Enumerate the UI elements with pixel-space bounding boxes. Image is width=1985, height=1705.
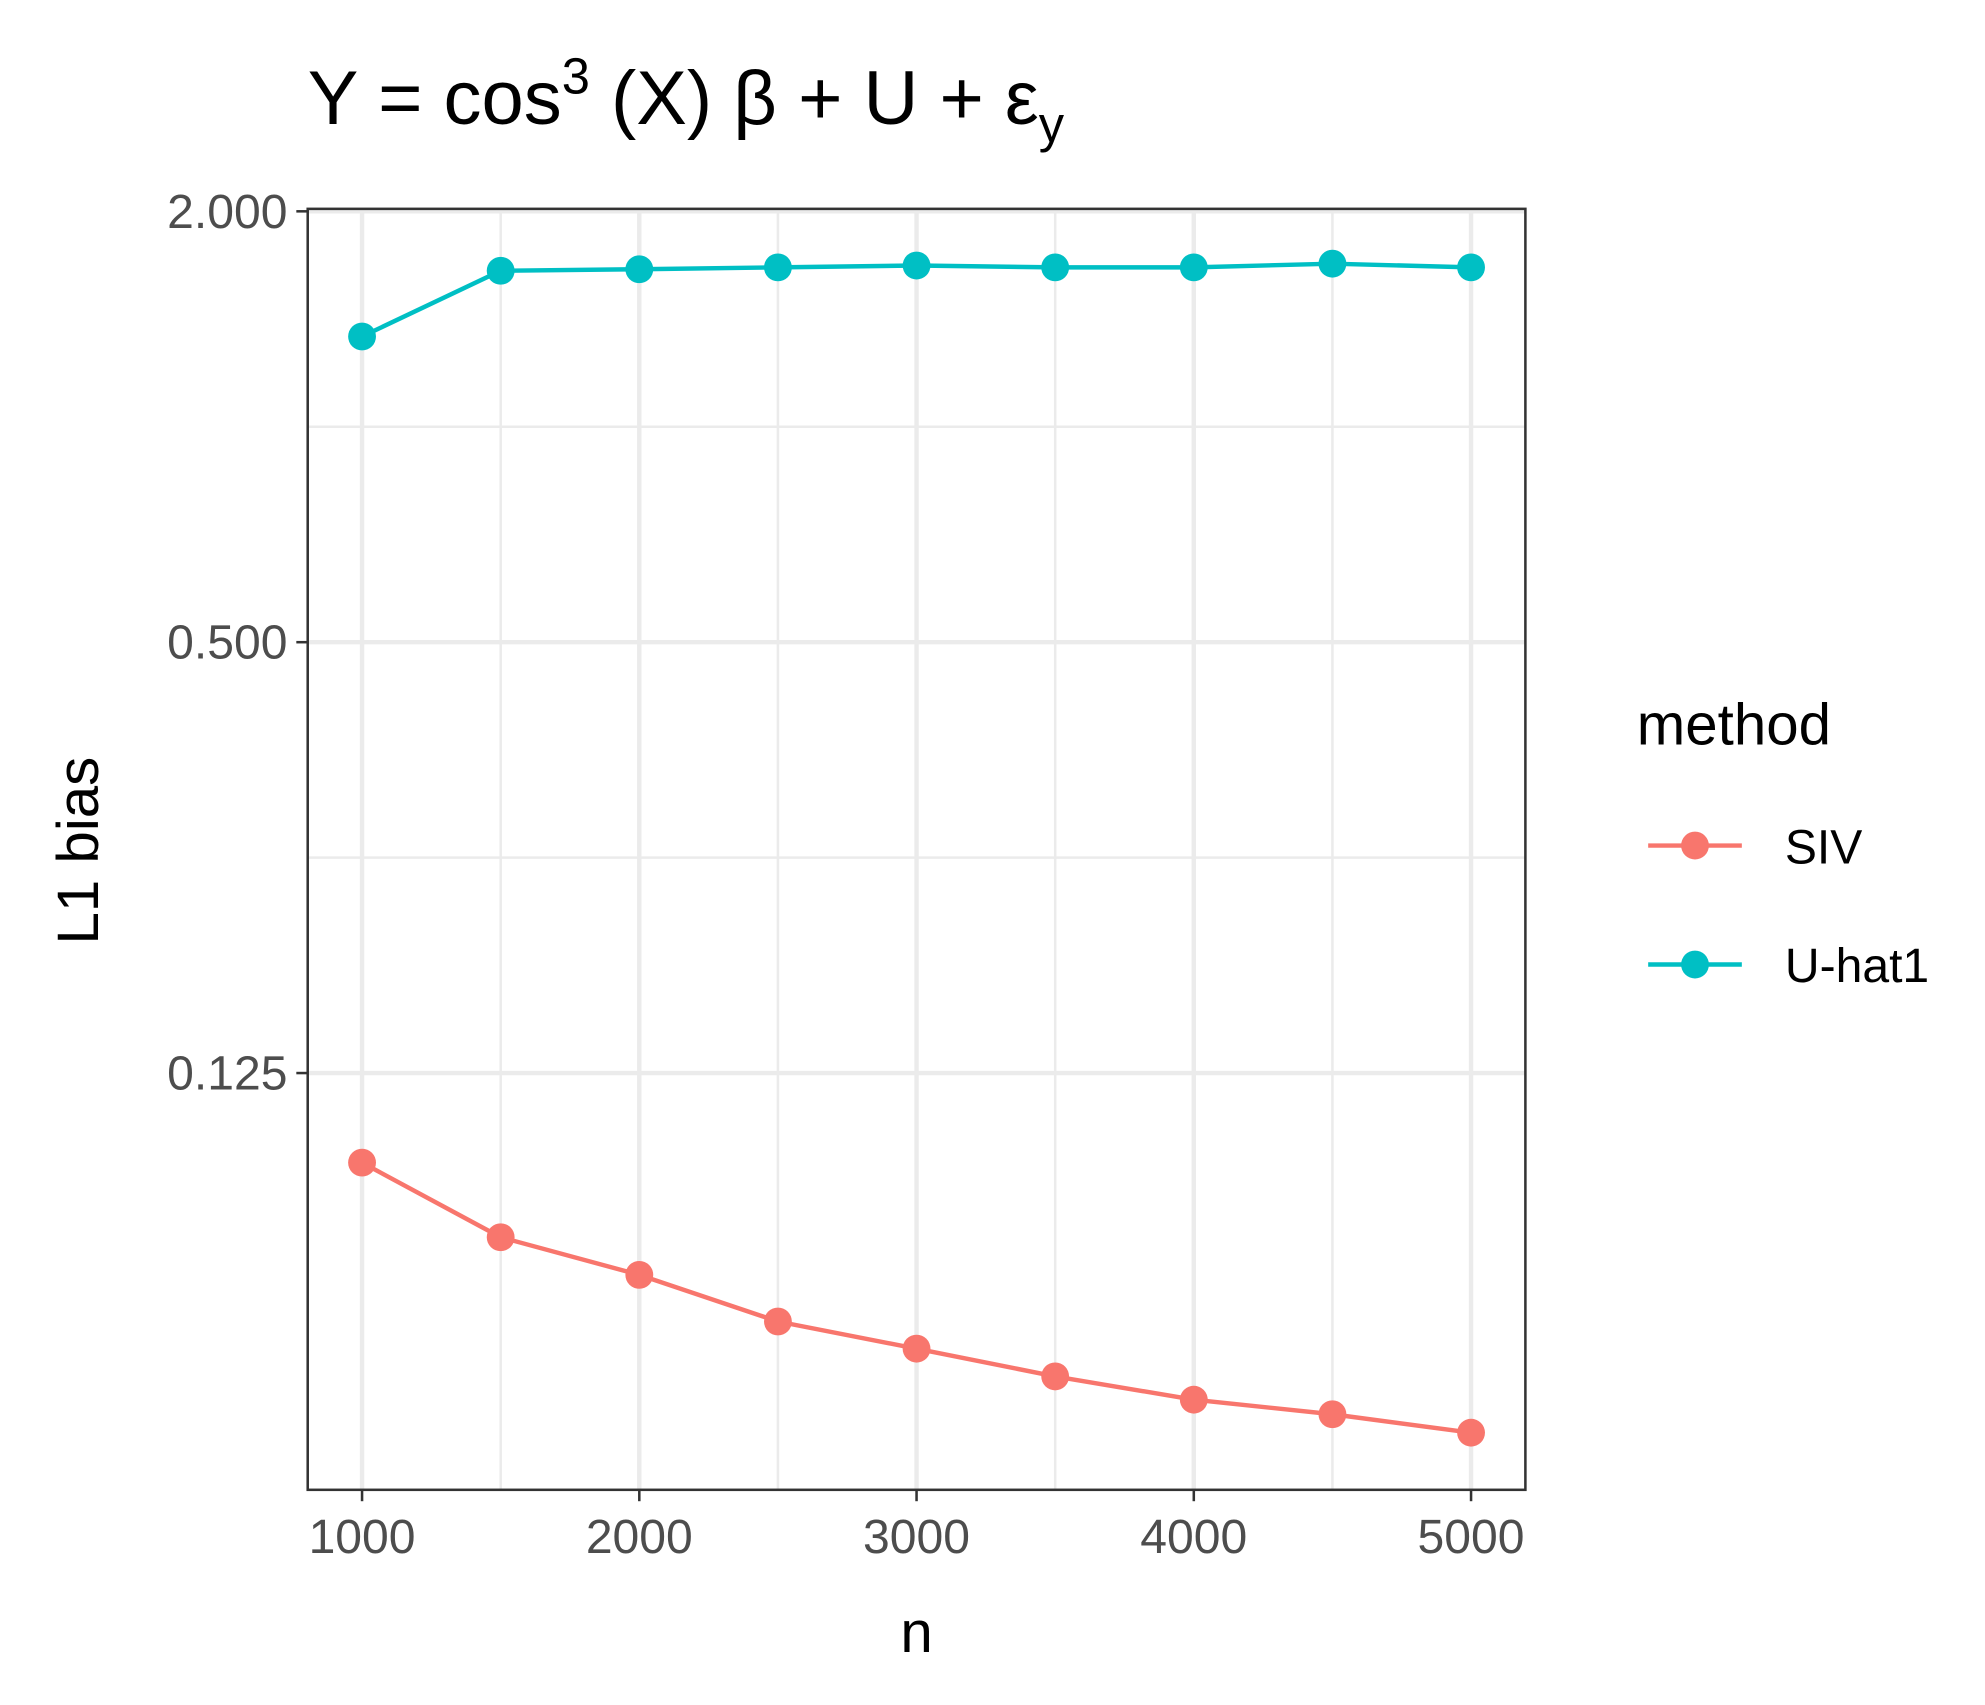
point [902, 251, 931, 280]
point [1457, 1418, 1485, 1447]
x-tick-label: 4000 [1140, 1510, 1247, 1564]
point [625, 255, 654, 284]
point [486, 256, 515, 285]
point [902, 1334, 931, 1363]
point [1318, 1400, 1347, 1429]
x-tick-label: 5000 [1418, 1510, 1525, 1564]
legend-point [1681, 950, 1709, 979]
title-part: Y = cos [308, 56, 562, 141]
point [1041, 253, 1070, 282]
title-part: (X) β + U + ε [590, 56, 1039, 141]
point [348, 322, 376, 351]
chart-title: Y = cos3 (X) β + U + εy [308, 48, 1065, 153]
x-axis-title: n [900, 1600, 932, 1665]
point [1179, 1385, 1208, 1414]
x-tick-label: 3000 [863, 1510, 970, 1564]
point [764, 253, 792, 282]
y-tick-label: 0.125 [167, 1047, 287, 1101]
x-tick-label: 2000 [586, 1510, 693, 1564]
x-tick-label: 1000 [309, 1510, 416, 1564]
point [625, 1260, 654, 1289]
title-part: y [1039, 96, 1065, 153]
legend-title: method [1637, 692, 1831, 757]
title-part: 3 [562, 48, 590, 105]
point [1457, 253, 1485, 282]
y-tick-label: 0.500 [167, 616, 287, 670]
y-axis-title: L1 bias [46, 757, 111, 945]
point [764, 1307, 792, 1336]
y-tick-label: 2.000 [167, 185, 287, 239]
point [1318, 249, 1347, 278]
legend-label: U-hat1 [1785, 939, 1929, 993]
point [486, 1223, 515, 1252]
point [1179, 253, 1208, 282]
point [348, 1148, 376, 1177]
legend-point [1681, 831, 1709, 860]
panel-border [306, 207, 1527, 1492]
legend-label: SIV [1785, 820, 1863, 874]
point [1041, 1362, 1070, 1391]
